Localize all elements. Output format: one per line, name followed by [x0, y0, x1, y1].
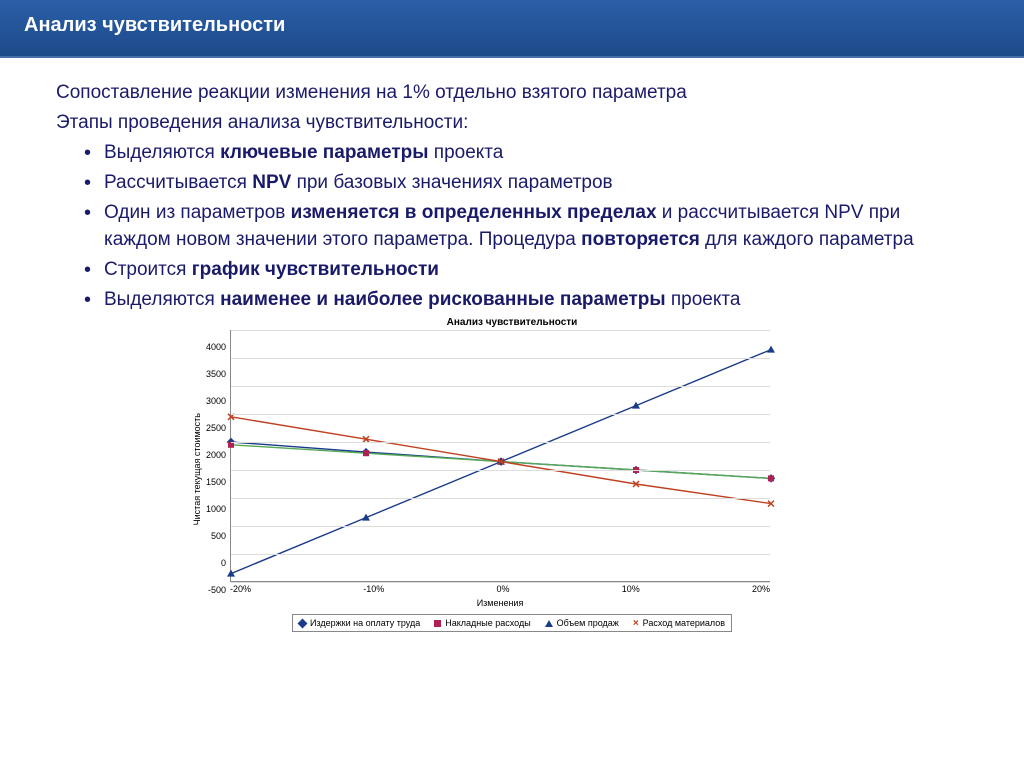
legend-item: Издержки на оплату труда	[299, 618, 420, 628]
text: для каждого параметра	[700, 229, 914, 250]
chart-legend: Издержки на оплату труда Накладные расхо…	[292, 614, 732, 632]
y-axis-label: Чистая текущая стоимость	[192, 413, 202, 525]
xtick: -10%	[363, 584, 384, 594]
text: при базовых значениях параметров	[291, 172, 612, 193]
plot-area: Чистая текущая стоимость 4000 3500 3000 …	[192, 330, 832, 608]
header-banner: Анализ чувствительности	[0, 0, 1024, 58]
text: Выделяются	[104, 142, 220, 163]
x-axis-label: Изменения	[230, 598, 770, 608]
ytick: 3000	[206, 397, 226, 406]
plot-canvas	[230, 330, 770, 582]
xtick: 10%	[622, 584, 640, 594]
chart-lines	[231, 330, 771, 582]
sensitivity-chart: Анализ чувствительности Чистая текущая с…	[192, 317, 832, 632]
text: проекта	[666, 289, 741, 310]
bullet-list: Выделяются ключевые параметры проекта Ра…	[56, 140, 968, 313]
legend-label: Накладные расходы	[445, 618, 530, 628]
text: Строится	[104, 259, 192, 280]
x-ticks: -20% -10% 0% 10% 20%	[230, 582, 770, 594]
xtick: 0%	[497, 584, 510, 594]
text-bold: ключевые параметры	[220, 142, 428, 163]
text: Один из параметров	[104, 202, 291, 223]
diamond-marker-icon	[298, 618, 308, 628]
text-bold: наименее и наиболее рискованные параметр…	[220, 289, 665, 310]
triangle-marker-icon	[545, 620, 553, 627]
legend-item: × Расход материалов	[633, 618, 725, 628]
legend-label: Объем продаж	[557, 618, 619, 628]
xtick: -20%	[230, 584, 251, 594]
text-bold: повторяется	[581, 229, 700, 250]
intro-text: Сопоставление реакции изменения на 1% от…	[56, 82, 968, 104]
bullet-item: Рассчитывается NPV при базовых значениях…	[84, 170, 968, 196]
text-bold: NPV	[252, 172, 291, 193]
text-bold: график чувствительности	[192, 259, 439, 280]
text-bold: изменяется в определенных пределах	[291, 202, 657, 223]
ytick: 0	[206, 559, 226, 568]
legend-item: Накладные расходы	[434, 618, 530, 628]
legend-label: Расход материалов	[643, 618, 725, 628]
x-marker-icon: ×	[633, 620, 639, 627]
steps-label: Этапы проведения анализа чувствительност…	[56, 112, 968, 134]
bullet-item: Строится график чувствительности	[84, 257, 968, 283]
ytick: 2000	[206, 451, 226, 460]
ytick: 500	[206, 532, 226, 541]
page-title: Анализ чувствительности	[24, 14, 1000, 37]
text: проекта	[429, 142, 504, 163]
bullet-item: Выделяются наименее и наиболее рискованн…	[84, 287, 968, 313]
ytick: 2500	[206, 424, 226, 433]
text: Рассчитывается	[104, 172, 252, 193]
bullet-item: Выделяются ключевые параметры проекта	[84, 140, 968, 166]
ytick: 4000	[206, 343, 226, 352]
ytick: -500	[206, 586, 226, 595]
legend-label: Издержки на оплату труда	[310, 618, 420, 628]
text: Выделяются	[104, 289, 220, 310]
y-ticks: 4000 3500 3000 2500 2000 1500 1000 500 0…	[206, 343, 230, 595]
legend-item: Объем продаж	[545, 618, 619, 628]
chart-title: Анализ чувствительности	[192, 317, 832, 328]
content-area: Сопоставление реакции изменения на 1% от…	[0, 58, 1024, 640]
ytick: 1500	[206, 478, 226, 487]
ytick: 1000	[206, 505, 226, 514]
square-marker-icon	[434, 620, 441, 627]
ytick: 3500	[206, 370, 226, 379]
xtick: 20%	[752, 584, 770, 594]
bullet-item: Один из параметров изменяется в определе…	[84, 200, 968, 252]
